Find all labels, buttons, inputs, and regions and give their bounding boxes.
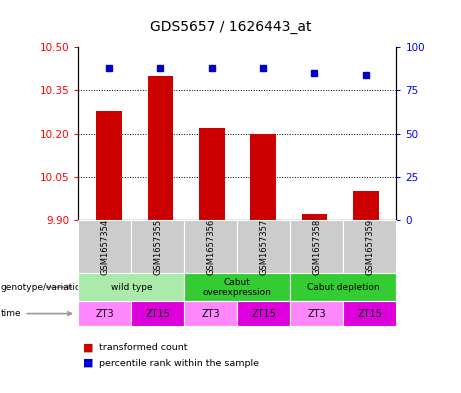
Text: ZT3: ZT3 — [201, 309, 220, 319]
Text: ZT3: ZT3 — [95, 309, 114, 319]
Text: GSM1657355: GSM1657355 — [154, 219, 162, 275]
Text: transformed count: transformed count — [99, 343, 188, 352]
Bar — [96, 110, 122, 220]
Text: GDS5657 / 1626443_at: GDS5657 / 1626443_at — [150, 20, 311, 34]
Text: percentile rank within the sample: percentile rank within the sample — [99, 359, 259, 367]
Bar — [199, 128, 225, 220]
Text: GSM1657354: GSM1657354 — [100, 219, 109, 275]
Bar — [148, 76, 173, 220]
Text: ZT15: ZT15 — [358, 309, 382, 319]
Text: ZT15: ZT15 — [146, 309, 170, 319]
Text: GSM1657358: GSM1657358 — [313, 219, 321, 275]
Text: Cabut
overexpression: Cabut overexpression — [203, 277, 272, 297]
Text: wild type: wild type — [111, 283, 152, 292]
Text: ■: ■ — [83, 342, 94, 353]
Text: Cabut depletion: Cabut depletion — [307, 283, 380, 292]
Text: ZT3: ZT3 — [307, 309, 326, 319]
Text: ZT15: ZT15 — [252, 309, 276, 319]
Bar — [250, 134, 276, 220]
Text: time: time — [1, 309, 71, 318]
Text: GSM1657359: GSM1657359 — [366, 219, 374, 275]
Text: ■: ■ — [83, 358, 94, 368]
Bar — [353, 191, 378, 220]
Text: GSM1657356: GSM1657356 — [207, 219, 215, 275]
Text: genotype/variation: genotype/variation — [1, 283, 87, 292]
Bar — [301, 214, 327, 220]
Text: GSM1657357: GSM1657357 — [260, 219, 268, 275]
